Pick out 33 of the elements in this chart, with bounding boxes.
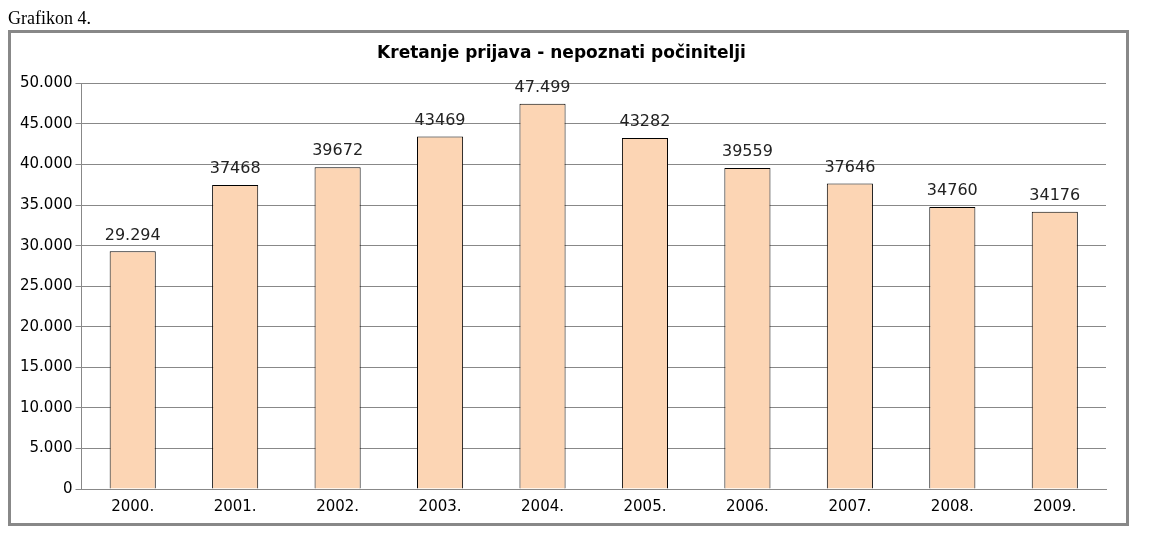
data-label: 39672 xyxy=(312,140,364,160)
x-tick-label: 2000. xyxy=(111,496,155,515)
y-tick-label: 30.000 xyxy=(19,235,73,254)
y-tick-label: 0 xyxy=(62,478,73,497)
data-label: 34176 xyxy=(1029,184,1081,204)
chart-title: Kretanje prijava - nepoznati počinitelji xyxy=(377,41,746,62)
data-label: 47.499 xyxy=(514,76,571,96)
x-tick-label: 2001. xyxy=(213,496,257,515)
y-tick-label: 10.000 xyxy=(19,397,73,416)
data-label: 43282 xyxy=(619,111,671,131)
y-tick-label: 35.000 xyxy=(19,194,73,213)
data-label: 34760 xyxy=(926,180,978,200)
y-tick-label: 50.000 xyxy=(19,73,73,92)
y-tick-label: 15.000 xyxy=(19,357,73,376)
data-label: 29.294 xyxy=(104,224,161,244)
x-tick-label: 2005. xyxy=(623,496,667,515)
data-label: 37468 xyxy=(209,158,261,178)
x-tick-label: 2002. xyxy=(316,496,360,515)
text: Grafikon 4. xyxy=(8,8,92,28)
x-tick-label: 2008. xyxy=(930,496,974,515)
y-tick-label: 5.000 xyxy=(29,438,73,457)
data-label: 43469 xyxy=(414,109,466,129)
y-tick-label: 25.000 xyxy=(19,276,73,295)
data-label: 37646 xyxy=(824,156,876,176)
x-tick-label: 2004. xyxy=(521,496,564,515)
y-tick-label: 20.000 xyxy=(19,316,73,335)
x-tick-label: 2007. xyxy=(828,496,872,515)
y-tick-label: 45.000 xyxy=(19,113,73,132)
y-tick-label: 40.000 xyxy=(19,154,73,173)
x-tick-label: 2009. xyxy=(1033,496,1077,515)
data-label: 39559 xyxy=(721,141,773,161)
x-tick-label: 2006. xyxy=(725,496,769,515)
x-tick-label: 2003. xyxy=(418,496,462,515)
